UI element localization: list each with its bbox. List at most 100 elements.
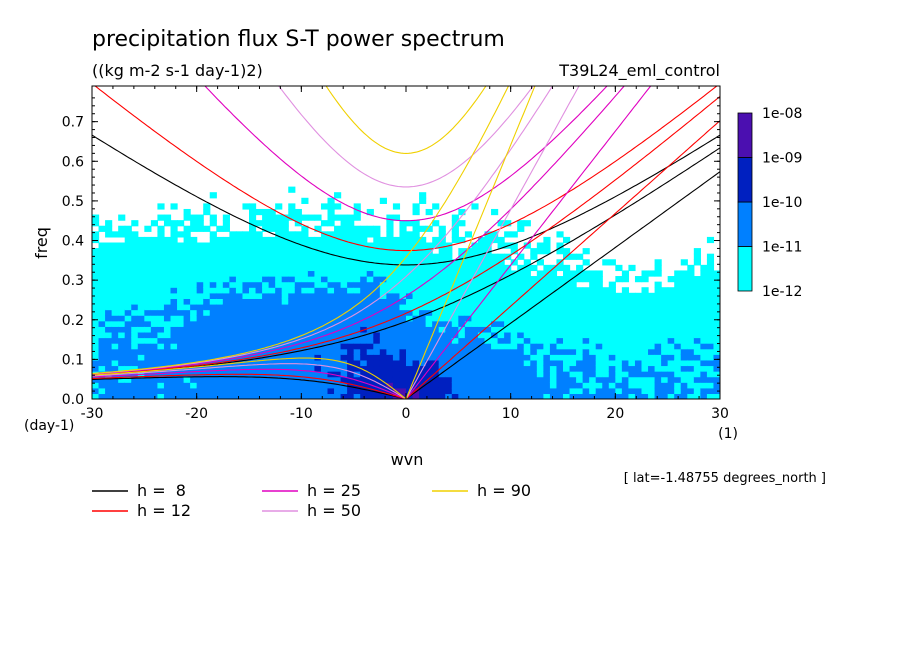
heatmap-cell [105, 393, 113, 399]
heatmap-cell [543, 236, 551, 244]
heatmap-cell [438, 276, 446, 283]
heatmap-cell [281, 382, 289, 389]
heatmap-cell [118, 225, 126, 232]
heatmap-cell [687, 371, 695, 378]
heatmap-cell [536, 365, 544, 372]
heatmap-cell [255, 331, 263, 339]
heatmap-cell [543, 365, 551, 372]
heatmap-cell [438, 248, 446, 255]
heatmap-cell [504, 331, 512, 339]
heatmap-cell [648, 382, 656, 389]
heatmap-cell [595, 326, 603, 333]
heatmap-cell [497, 354, 505, 361]
heatmap-cell [419, 303, 427, 311]
heatmap-cell [347, 270, 355, 277]
heatmap-cell [288, 208, 296, 216]
heatmap-cell [314, 331, 322, 339]
heatmap-cell [406, 281, 414, 288]
heatmap-cell [307, 236, 316, 244]
heatmap-cell [334, 348, 342, 355]
heatmap-cell [432, 331, 440, 339]
heatmap-cell [523, 220, 531, 227]
heatmap-cell [163, 298, 172, 305]
heatmap-cell [621, 292, 630, 299]
heatmap-cell [412, 225, 420, 232]
heatmap-cell [667, 387, 675, 395]
heatmap-cell [177, 326, 185, 333]
heatmap-cell [621, 359, 630, 367]
heatmap-cell [687, 270, 695, 277]
heatmap-cell [471, 326, 479, 333]
heatmap-cell [549, 276, 558, 283]
heatmap-cell [334, 376, 342, 383]
heatmap-cell [268, 371, 276, 378]
heatmap-cell [137, 320, 145, 327]
heatmap-cell [471, 303, 479, 311]
heatmap-cell [517, 264, 525, 272]
heatmap-cell [373, 331, 381, 339]
heatmap-cell [445, 309, 453, 316]
heatmap-cell [92, 365, 100, 372]
heatmap-cell [386, 382, 394, 389]
heatmap-cell [543, 248, 551, 255]
heatmap-cell [451, 270, 459, 277]
heatmap-cell [222, 276, 230, 283]
heatmap-cell [589, 287, 597, 294]
heatmap-cell [255, 231, 263, 238]
heatmap-cell [510, 276, 518, 283]
heatmap-cell [281, 393, 289, 399]
heatmap-cell [419, 298, 427, 305]
heatmap-cell [386, 214, 394, 221]
heatmap-cell [576, 315, 584, 322]
heatmap-cell [432, 387, 440, 395]
heatmap-cell [615, 359, 623, 367]
heatmap-cell [386, 298, 394, 305]
heatmap-cell [530, 298, 538, 305]
heatmap-cell [249, 248, 257, 255]
heatmap-cell [563, 298, 571, 305]
heatmap-cell [589, 303, 597, 311]
heatmap-cell [504, 315, 512, 322]
heatmap-cell [693, 337, 701, 344]
heatmap-cell [432, 276, 440, 283]
heatmap-cell [124, 225, 132, 232]
heatmap-cell [340, 264, 348, 272]
heatmap-cell [203, 270, 211, 277]
heatmap-cell [706, 359, 715, 367]
heatmap-cell [477, 276, 486, 283]
heatmap-cell [602, 309, 610, 316]
heatmap-cell [406, 365, 414, 372]
heatmap-cell [379, 337, 387, 344]
inertia-gravity-curve [94, 86, 718, 252]
heatmap-cell [432, 287, 440, 294]
heatmap-cell [222, 253, 230, 260]
heatmap-cell [412, 359, 420, 367]
heatmap-cell [203, 225, 211, 232]
heatmap-cell [340, 331, 348, 339]
heatmap-cell [229, 382, 237, 389]
heatmap-cell [203, 276, 211, 283]
heatmap-cell [549, 281, 558, 288]
heatmap-cell [124, 253, 132, 260]
heatmap-cell [124, 354, 132, 361]
heatmap-cell [320, 203, 329, 210]
heatmap-cell [92, 387, 100, 395]
heatmap-cell [334, 331, 342, 339]
kelvin-curve [405, 171, 720, 399]
heatmap-cell [602, 320, 610, 327]
heatmap-cell [602, 354, 610, 361]
heatmap-cell [379, 331, 387, 339]
heatmap-cell [242, 236, 250, 244]
heatmap-cell [294, 393, 302, 399]
heatmap-cell [517, 343, 525, 350]
heatmap-cell [687, 348, 695, 355]
heatmap-cell [634, 303, 643, 311]
heatmap-cell [170, 220, 178, 227]
heatmap-cell [654, 343, 662, 350]
heatmap-cell [706, 309, 715, 316]
heatmap-cell [92, 315, 100, 322]
heatmap-cell [536, 376, 544, 383]
heatmap-cell [464, 354, 473, 361]
heatmap-cell [471, 387, 479, 395]
